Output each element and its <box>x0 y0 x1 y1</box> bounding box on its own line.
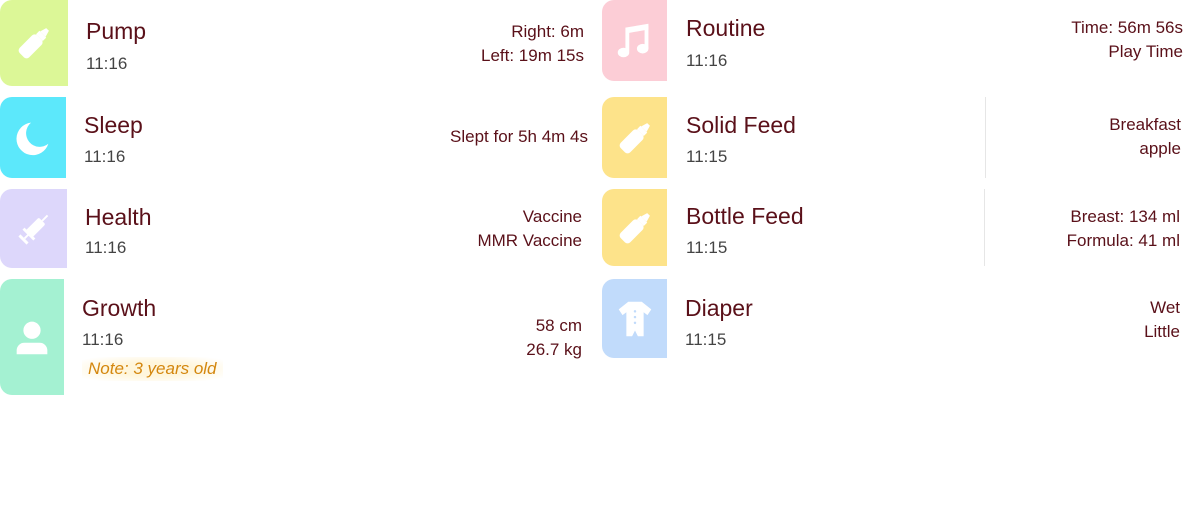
entry-card-growth[interactable]: Growth 11:16 Note: 3 years old 58 cm 26.… <box>0 279 588 395</box>
entry-icon-tile <box>602 279 667 358</box>
entry-title: Solid Feed <box>686 112 796 138</box>
entry-icon-tile <box>0 279 64 395</box>
entry-time: 11:16 <box>84 147 126 166</box>
entry-card-routine[interactable]: Routine 11:16 Time: 56m 56s Play Time <box>602 0 1189 81</box>
entry-title: Bottle Feed <box>686 203 804 229</box>
entry-details: Slept for 5h 4m 4s <box>450 125 588 149</box>
detail-line: Time: 56m 56s <box>1071 18 1183 37</box>
detail-line: Wet <box>1150 298 1180 317</box>
entry-time: 11:15 <box>686 238 728 257</box>
entry-details: Breast: 134 ml Formula: 41 ml <box>1067 205 1180 253</box>
entry-icon-tile <box>602 189 667 266</box>
detail-line: 58 cm <box>535 316 582 335</box>
detail-line: MMR Vaccine <box>477 231 582 250</box>
detail-line: Vaccine <box>522 207 582 226</box>
entry-icon-tile <box>602 0 667 81</box>
entry-icon-tile <box>0 0 68 86</box>
onesie-icon <box>618 301 651 336</box>
detail-line: Play Time <box>1108 42 1183 61</box>
entry-title: Growth <box>82 295 157 321</box>
entry-time: 11:16 <box>86 54 128 73</box>
detail-line: 26.7 kg <box>526 340 582 359</box>
detail-line: Left: 19m 15s <box>480 46 584 65</box>
entry-icon-tile <box>602 97 667 178</box>
entry-title: Pump <box>86 18 147 44</box>
entry-card-solid-feed[interactable]: Solid Feed 11:15 Breakfast apple <box>602 97 1189 178</box>
bottle-icon <box>619 212 650 243</box>
entry-card-pump[interactable]: Pump 11:16 Right: 6m Left: 19m 15s <box>0 0 590 86</box>
entry-time: 11:16 <box>686 51 728 70</box>
entry-icon-tile <box>0 97 66 178</box>
entry-card-health[interactable]: Health 11:16 Vaccine MMR Vaccine <box>0 189 588 268</box>
detail-line: Slept for 5h 4m 4s <box>450 127 588 146</box>
entry-card-diaper[interactable]: Diaper 11:15 Wet Little <box>602 279 1189 358</box>
entry-title: Sleep <box>84 112 143 138</box>
entry-card-bottle-feed[interactable]: Bottle Feed 11:15 Breast: 134 ml Formula… <box>602 189 1189 266</box>
entry-time: 11:15 <box>686 147 728 166</box>
detail-line: Breakfast <box>1109 115 1181 134</box>
entry-details: Vaccine MMR Vaccine <box>477 205 582 253</box>
divider <box>985 97 986 178</box>
bottle-icon <box>18 28 49 59</box>
person-icon <box>16 321 48 355</box>
detail-line: apple <box>1139 139 1181 158</box>
entry-title: Routine <box>686 15 766 41</box>
entry-time: 11:15 <box>685 330 727 349</box>
moon-icon <box>16 122 49 155</box>
entry-details: Wet Little <box>1144 296 1180 344</box>
entry-title: Diaper <box>685 295 753 321</box>
entry-time: 11:16 <box>85 238 127 257</box>
entry-details: Breakfast apple <box>1109 113 1181 161</box>
entry-time: 11:16 <box>82 330 124 349</box>
syringe-icon <box>17 214 48 245</box>
entry-icon-tile <box>0 189 67 268</box>
entry-details: 58 cm 26.7 kg <box>526 314 582 362</box>
detail-line: Little <box>1144 322 1180 341</box>
music-note-icon <box>617 23 648 57</box>
entry-details: Time: 56m 56s Play Time <box>1071 16 1183 64</box>
entry-title: Health <box>85 204 152 230</box>
entry-details: Right: 6m Left: 19m 15s <box>481 20 584 68</box>
detail-line: Right: 6m <box>511 22 584 41</box>
detail-line: Formula: 41 ml <box>1066 231 1180 250</box>
entry-card-sleep[interactable]: Sleep 11:16 Slept for 5h 4m 4s <box>0 97 594 178</box>
divider <box>984 189 985 266</box>
entry-note: Note: 3 years old <box>82 357 223 381</box>
bottle-icon <box>619 122 650 153</box>
detail-line: Breast: 134 ml <box>1070 207 1180 226</box>
